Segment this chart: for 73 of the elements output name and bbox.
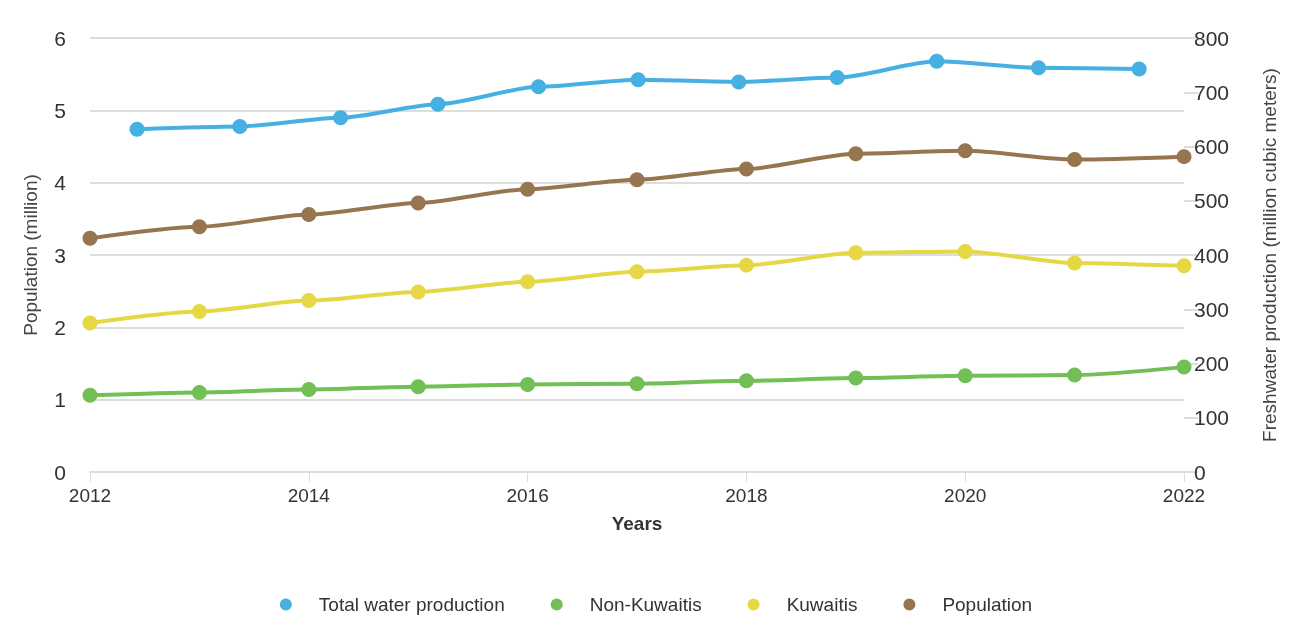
point: [848, 146, 864, 162]
point: [232, 118, 248, 134]
point: [629, 264, 645, 280]
point: [1031, 60, 1046, 76]
y2-tick-label: 600: [1194, 135, 1230, 158]
legend-label: Population: [942, 594, 1033, 615]
point: [520, 181, 536, 197]
x-tick-label: 2020: [944, 485, 987, 506]
point: [630, 72, 646, 88]
point: [410, 195, 426, 211]
y2-tick-label: 200: [1194, 352, 1230, 375]
point: [629, 376, 645, 392]
point: [629, 172, 645, 188]
y2-tick-label: 700: [1194, 80, 1230, 104]
x-tick-label: 2014: [287, 485, 331, 506]
x-axis-title: Years: [611, 513, 663, 534]
point: [82, 230, 98, 246]
point: [829, 70, 845, 86]
point: [929, 53, 945, 69]
y-axis-title: Population (million): [20, 174, 41, 336]
point: [1176, 149, 1192, 165]
point: [410, 284, 426, 300]
point: [738, 257, 754, 273]
point: [520, 274, 536, 290]
point: [957, 243, 973, 259]
legend-label: Total water production: [318, 594, 505, 615]
point: [1176, 359, 1192, 375]
point: [410, 379, 426, 395]
y2-tick-label: 500: [1194, 189, 1230, 213]
legend-label: Kuwaitis: [786, 594, 858, 615]
y2-tick-label: 800: [1194, 26, 1230, 50]
point: [301, 293, 317, 309]
point: [957, 368, 973, 384]
point: [191, 219, 207, 235]
point: [82, 387, 98, 403]
point: [848, 370, 864, 386]
y-tick-label: 0: [54, 460, 66, 484]
y2-tick-label: 0: [1194, 460, 1206, 484]
point: [1131, 61, 1147, 77]
point: [333, 110, 349, 126]
point: [430, 96, 446, 112]
y2-tick-label: 100: [1194, 406, 1230, 430]
legend-label: Non-Kuwaitis: [589, 594, 702, 615]
x-tick-label: 2016: [506, 485, 549, 506]
y-tick-label: 5: [54, 98, 66, 122]
point: [1067, 255, 1083, 271]
x-tick-label: 2018: [725, 485, 768, 506]
point: [531, 79, 547, 95]
point: [738, 373, 754, 389]
y2-tick-label: 300: [1194, 297, 1230, 321]
point: [82, 315, 98, 331]
point: [191, 384, 207, 400]
point: [520, 376, 536, 392]
x-tick-label: 2012: [68, 485, 112, 506]
y2-axis-title: Freshwater production (million cubic meters): [1259, 68, 1280, 442]
point: [848, 245, 864, 261]
point: [957, 143, 973, 159]
point: [738, 161, 754, 177]
point: [129, 121, 145, 137]
y-tick-label: 4: [54, 171, 67, 195]
point: [1067, 152, 1083, 168]
point: [301, 207, 317, 222]
point: [731, 74, 747, 90]
y2-tick-label: 400: [1194, 243, 1230, 267]
x-tick-label: 2022: [1162, 485, 1206, 506]
point: [1067, 367, 1083, 383]
point: [1176, 258, 1192, 274]
point: [301, 382, 317, 398]
point: [191, 303, 207, 319]
y-tick-label: 2: [54, 315, 66, 339]
y-tick-label: 3: [54, 243, 66, 267]
y-tick-label: 1: [54, 388, 66, 412]
y-tick-label: 6: [54, 26, 66, 50]
